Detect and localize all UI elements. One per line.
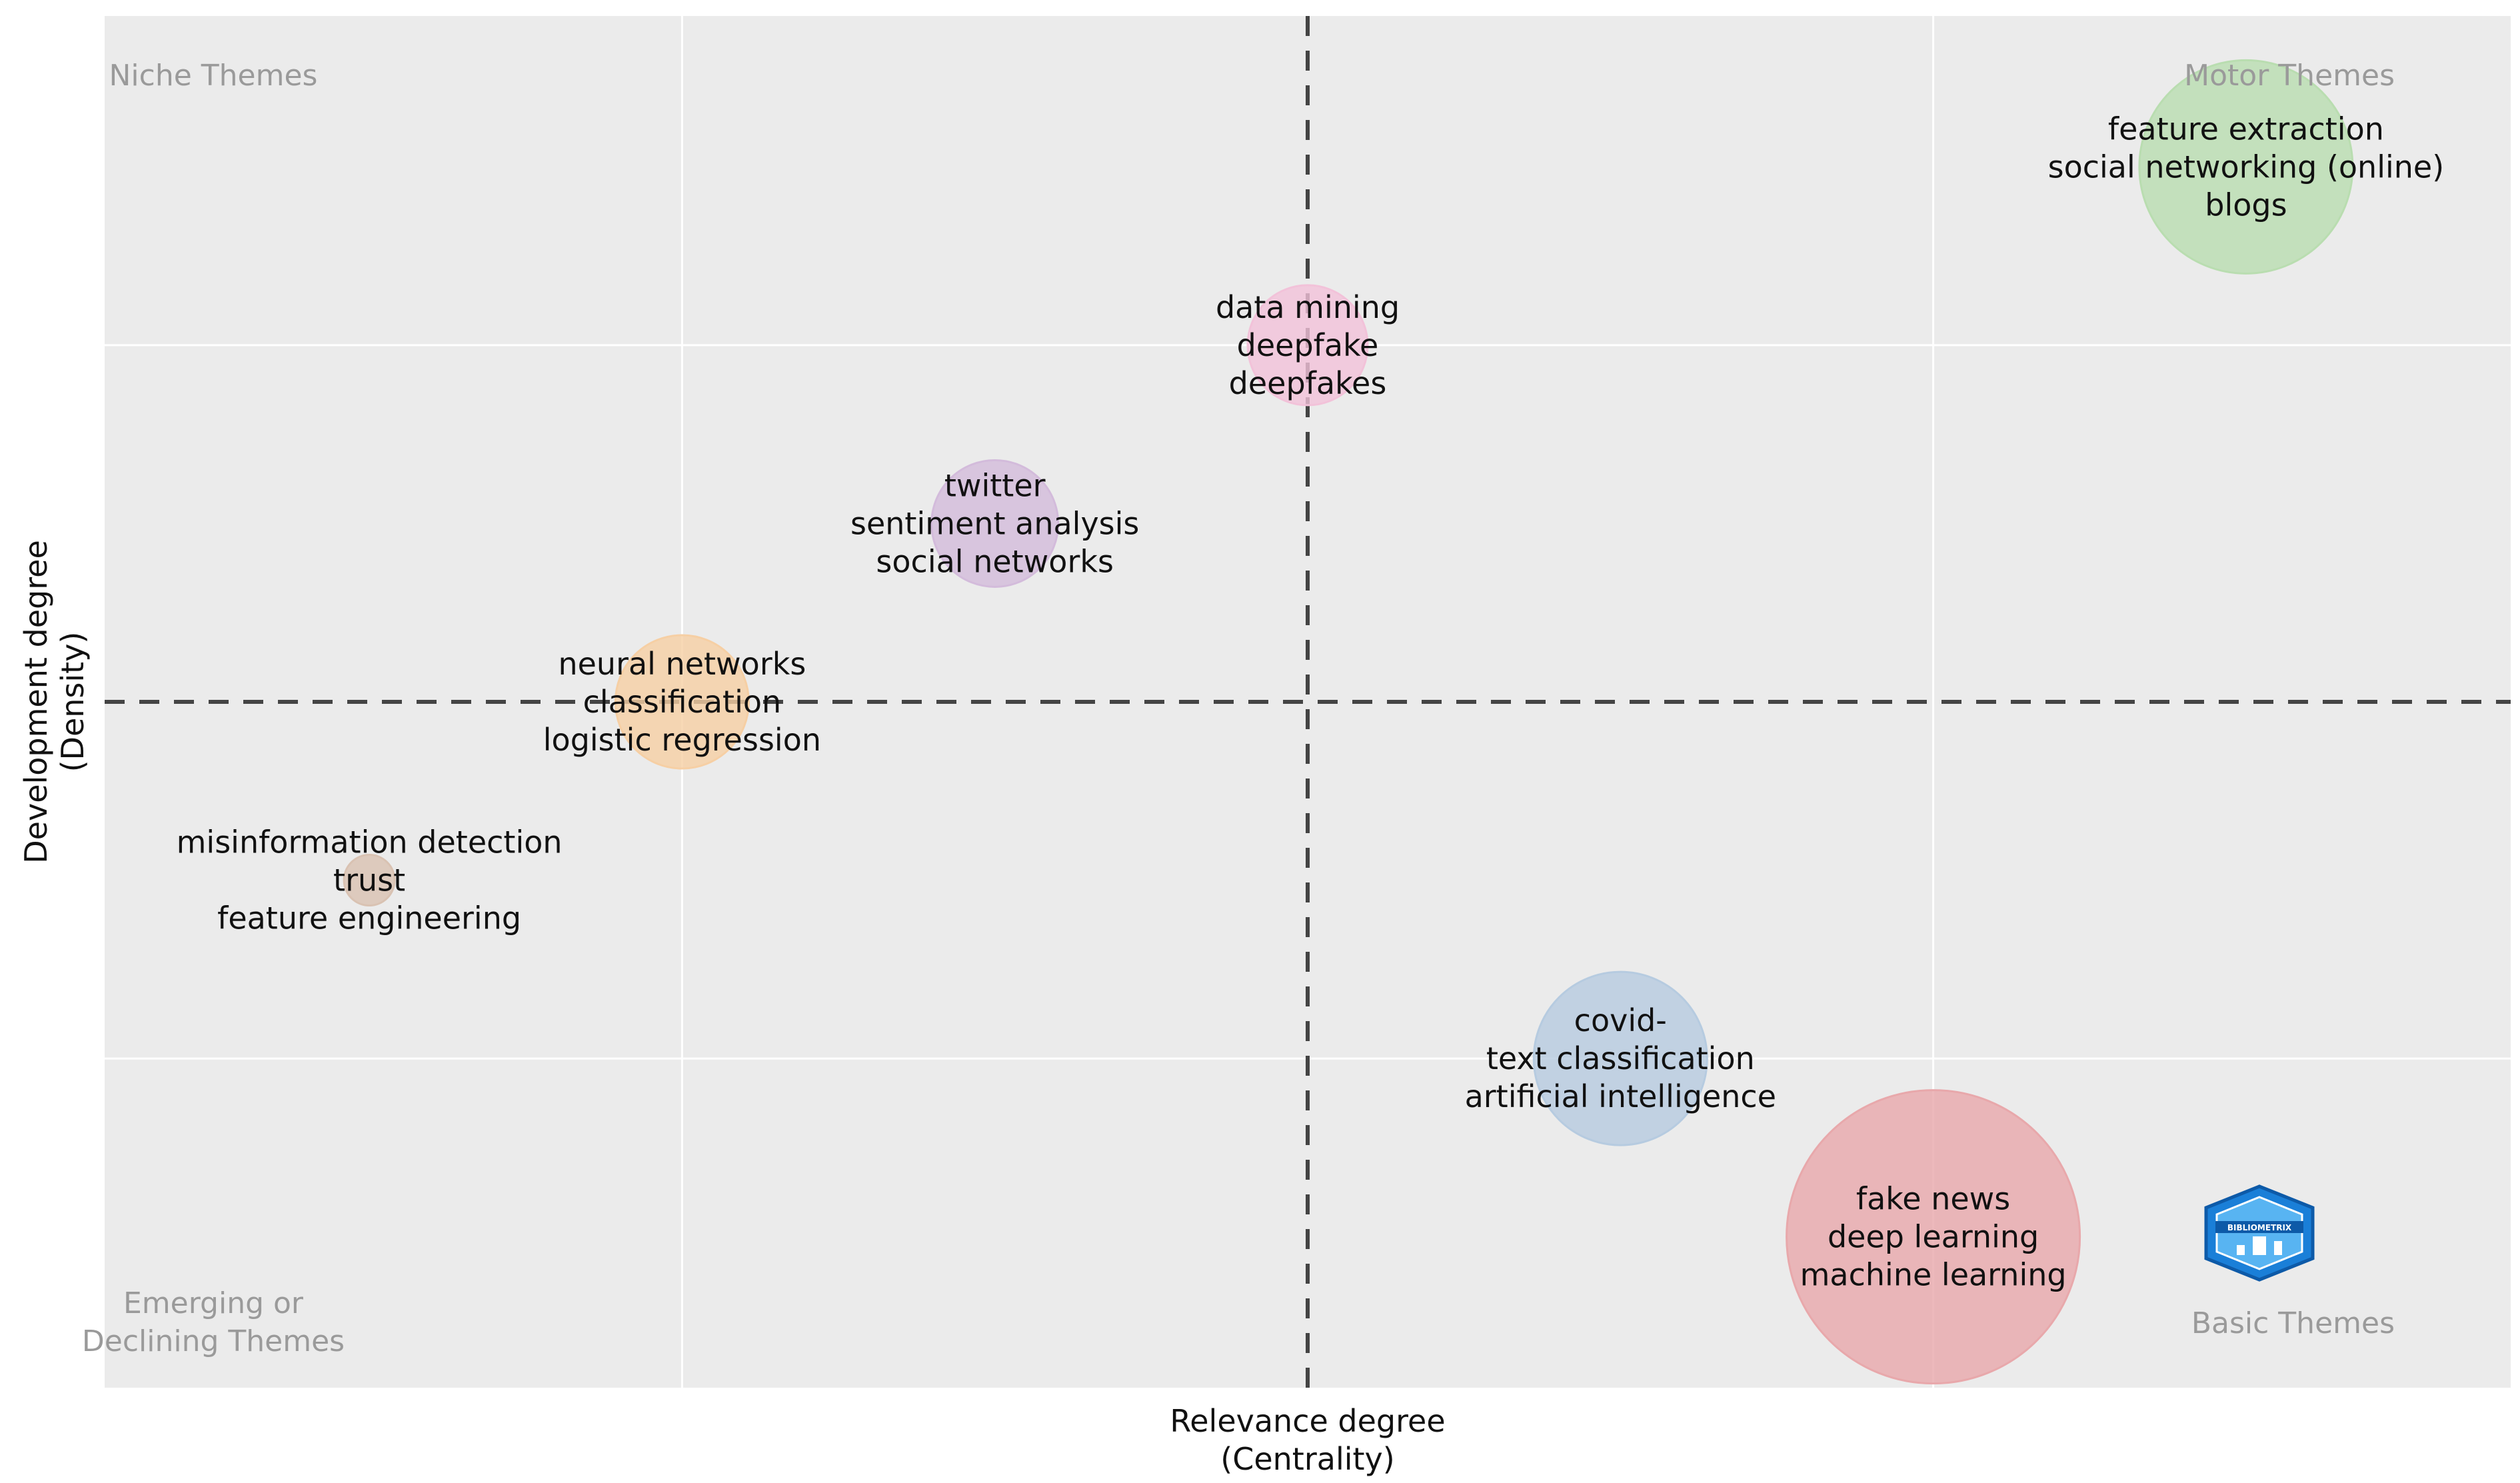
bubble-0-label-0: feature extraction <box>2108 111 2384 147</box>
bubble-3 <box>614 634 750 770</box>
bubble-4-label-0: misinformation detection <box>177 824 563 860</box>
bubble-0 <box>2138 59 2354 275</box>
quadrant-label-basic-0: Basic Themes <box>2191 1306 2395 1340</box>
bubble-4-label-2: feature engineering <box>217 900 521 936</box>
bubble-5-label-2: artificial intelligence <box>1465 1078 1776 1114</box>
bubble-3-label-0: neural networks <box>558 646 806 682</box>
bibliometrix-logo-icon: BIBLIOMETRIX <box>2204 1184 2315 1282</box>
bubble-4 <box>343 854 396 907</box>
quadrant-label-emerging-1: Declining Themes <box>82 1324 345 1358</box>
quadrant-labels: Niche Themes Motor Themes Emerging or Decli… <box>82 59 2395 1358</box>
x-axis-title-line-1: (Centrality) <box>1220 1441 1394 1477</box>
bubble-2-label-2: social networks <box>876 543 1114 579</box>
bubble-6-label-1: deep learning <box>1828 1219 2039 1255</box>
bubble-2 <box>930 459 1060 588</box>
bubble-3-label-2: logistic regression <box>543 722 821 758</box>
bubble-1 <box>1246 284 1369 407</box>
svg-text:BIBLIOMETRIX: BIBLIOMETRIX <box>2227 1223 2292 1232</box>
bubble-6-label-2: machine learning <box>1800 1257 2067 1293</box>
x-axis-title-line-0: Relevance degree <box>1170 1403 1445 1439</box>
bubbles <box>343 59 2354 1385</box>
x-axis-title: Relevance degree(Centrality) <box>1170 1403 1445 1477</box>
bubble-5 <box>1532 970 1708 1146</box>
y-axis-title-line-0: Development degree <box>18 540 54 864</box>
bubble-6-label-0: fake news <box>1856 1181 2010 1217</box>
reference-lines <box>105 16 2511 1388</box>
y-axis-title-line-1: (Density) <box>55 632 91 772</box>
bubble-1-label-2: deepfakes <box>1229 365 1387 401</box>
bubble-2-label-1: sentiment analysis <box>850 505 1139 541</box>
bubble-4-label-1: trust <box>333 862 405 898</box>
quadrant-label-motor-0: Motor Themes <box>2184 59 2395 93</box>
bubble-0-label-1: social networking (online) <box>2048 149 2445 185</box>
y-axis-title: Development degree (Density) <box>18 540 91 864</box>
bubble-5-label-0: covid- <box>1574 1002 1667 1038</box>
quadrant-label-niche-0: Niche Themes <box>109 59 318 93</box>
quadrant-label-emerging-0: Emerging or <box>123 1286 304 1320</box>
bubble-1-label-1: deepfake <box>1237 327 1379 363</box>
bubble-2-label-0: twitter <box>944 467 1046 503</box>
bubble-1-label-0: data mining <box>1216 289 1400 325</box>
bubble-5-label-1: text classification <box>1486 1040 1755 1076</box>
bubble-0-label-2: blogs <box>2205 187 2287 223</box>
bubble-6 <box>1786 1089 2081 1385</box>
bubble-3-label-1: classification <box>583 684 782 720</box>
